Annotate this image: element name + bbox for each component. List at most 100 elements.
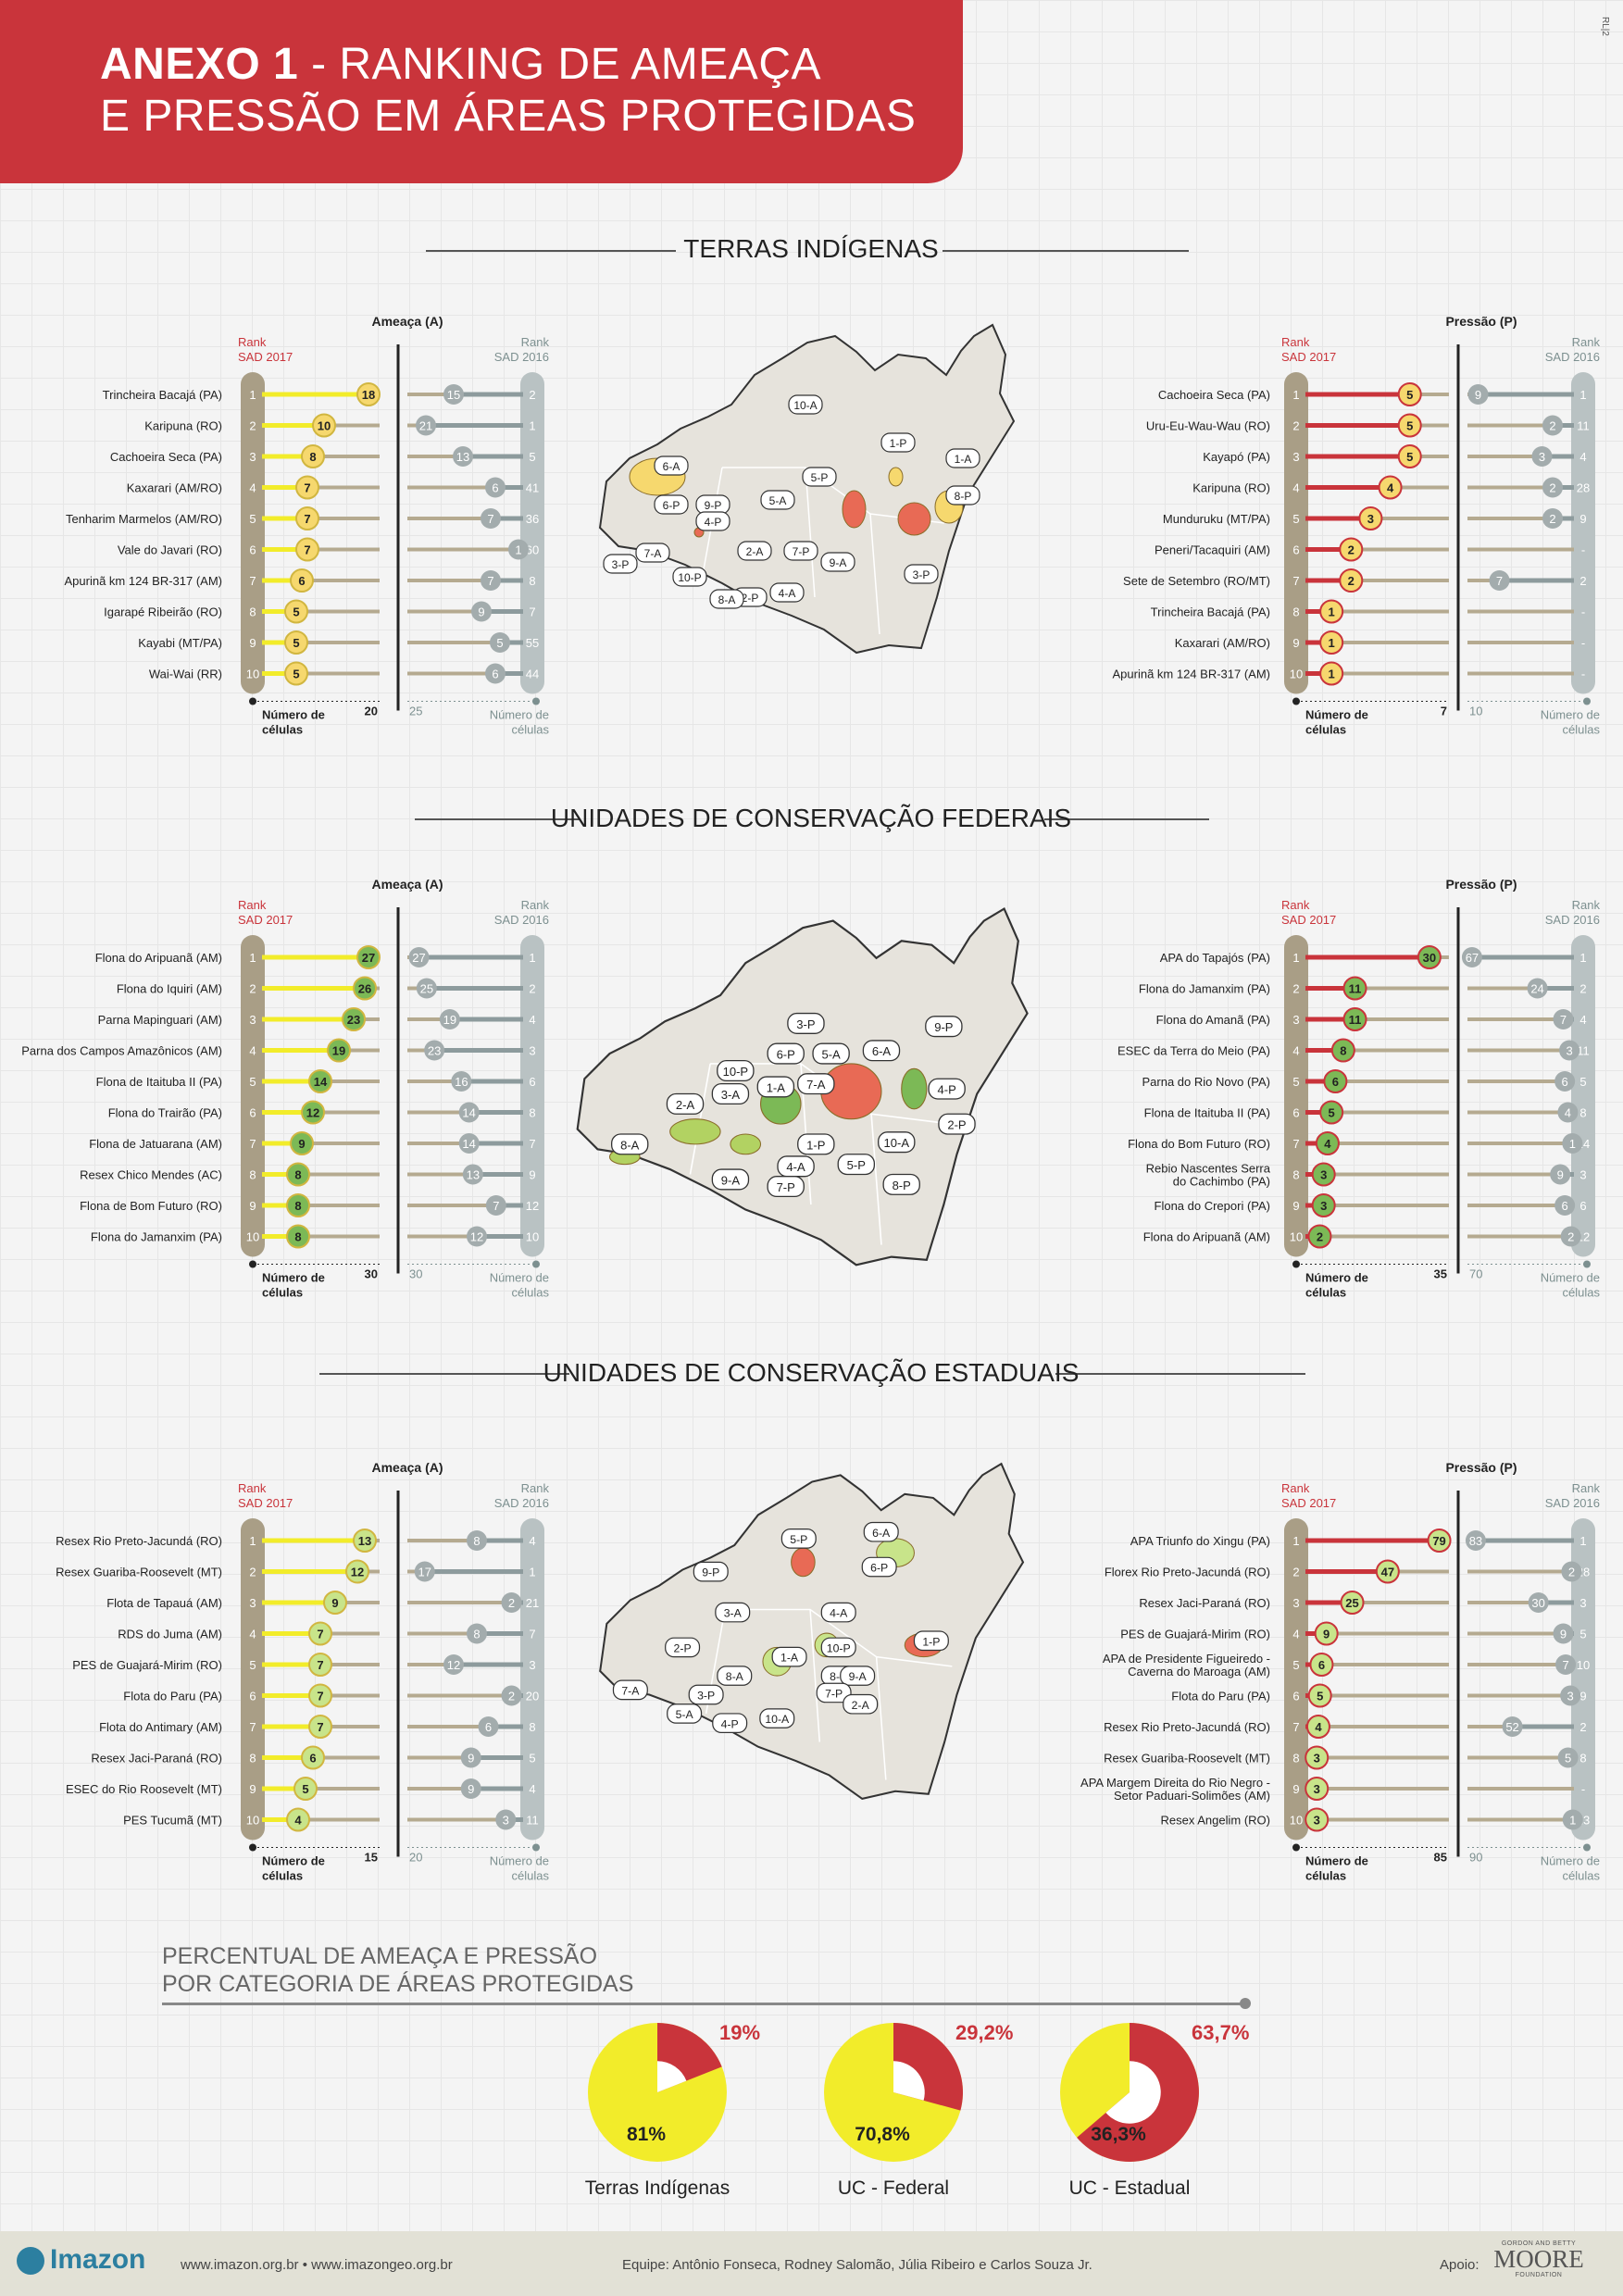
map-label-box bbox=[820, 1602, 856, 1623]
value-label-2017: 8 bbox=[294, 1230, 301, 1244]
value-dot-2017 bbox=[1323, 1069, 1348, 1093]
value-dot-2016 bbox=[467, 1623, 487, 1644]
value-dot-2016 bbox=[1557, 1102, 1579, 1123]
rank2016-number: 8 bbox=[529, 574, 535, 588]
map-label: 2-A bbox=[676, 1098, 695, 1112]
value-label-2017: 13 bbox=[358, 1534, 371, 1548]
map-label: 5-P bbox=[811, 471, 829, 484]
value-label-2017: 5 bbox=[293, 605, 299, 619]
map-label: 1-P bbox=[806, 1138, 825, 1152]
map-group: 10-A 1-P 3-P 1-A 6-A 5-P 8-P 6-P 9-P 5-A 4-P 9-A 7-A… bbox=[598, 323, 1016, 655]
area-name: Resex Jaci-Paraná (RO) bbox=[1139, 1596, 1270, 1610]
value-dot-2016 bbox=[1560, 1226, 1581, 1247]
rank2016-number: 6 bbox=[1579, 1199, 1586, 1213]
axis-label-2016: células bbox=[1563, 1286, 1601, 1300]
protected-area-shape bbox=[901, 1067, 928, 1110]
value-label-2016: 7 bbox=[1562, 1658, 1568, 1672]
value-label-2017: 4 bbox=[294, 1814, 302, 1828]
rank2016-number: 10 bbox=[526, 1230, 539, 1244]
protected-area-shape bbox=[888, 467, 904, 487]
map-label-box bbox=[771, 1646, 807, 1667]
axis-2017-dot bbox=[249, 1843, 256, 1852]
value-dot-2017 bbox=[1307, 1224, 1332, 1249]
value-dot-2016 bbox=[1553, 1623, 1574, 1644]
value-label-2016: 2 bbox=[508, 1690, 515, 1703]
map-label-box bbox=[843, 1693, 879, 1715]
value-dot-2017 bbox=[1340, 1591, 1365, 1615]
map-label: 4-P bbox=[705, 516, 722, 529]
area-name: PES de Guajará-Mirim (RO) bbox=[1120, 1628, 1270, 1641]
axis-max-2017: 85 bbox=[1434, 1851, 1447, 1865]
value-dot-2017 bbox=[295, 475, 319, 500]
rank2017-label-bottom: SAD 2017 bbox=[238, 1496, 293, 1510]
page-title-line1: ANEXO 1 - RANKING DE AMEAÇA bbox=[100, 40, 821, 89]
map-label-box bbox=[945, 485, 980, 505]
value-dot-2017 bbox=[293, 1777, 318, 1801]
map-label: 1-P bbox=[922, 1635, 940, 1648]
area-name: Flota de Tapauá (AM) bbox=[106, 1596, 222, 1610]
map-label-box bbox=[712, 1713, 748, 1733]
value-label-2017: 2 bbox=[1317, 1230, 1323, 1244]
map-label-box bbox=[688, 1684, 724, 1705]
rank2017-label-top: Rank bbox=[238, 1481, 267, 1495]
map-label-box bbox=[945, 448, 980, 468]
rank2017-number: 1 bbox=[1292, 951, 1299, 965]
rank2016-number: 4 bbox=[529, 1782, 535, 1796]
area-name: Kayabi (MT/PA) bbox=[138, 636, 222, 650]
value-dot-2017 bbox=[1378, 475, 1403, 500]
value-label-2017: 11 bbox=[1349, 982, 1362, 996]
value-dot-2017 bbox=[1330, 1038, 1355, 1063]
value-dot-2016 bbox=[443, 384, 464, 405]
axis-2017-dot bbox=[1292, 1260, 1300, 1268]
value-dot-2016 bbox=[1560, 1685, 1581, 1706]
rank2016-number: 7 bbox=[529, 1137, 535, 1151]
value-label-2016: 13 bbox=[467, 1168, 480, 1182]
value-label-2016: 4 bbox=[1565, 1106, 1571, 1120]
value-dot-2017 bbox=[327, 1038, 351, 1063]
axis-label-2017: Número de bbox=[262, 708, 325, 722]
footer: Imazon www.imazon.org.br • www.imazongeo… bbox=[0, 2231, 1623, 2296]
axis-label-2016: células bbox=[512, 1869, 550, 1883]
rank2017-column bbox=[1284, 1518, 1308, 1841]
rank2017-number: 5 bbox=[1292, 512, 1299, 526]
rank2016-number: 5 bbox=[1579, 1628, 1586, 1641]
axis-label-2016: Número de bbox=[490, 708, 549, 722]
value-label-2016: 17 bbox=[418, 1566, 431, 1579]
map-group: 5-P6-A9-P 6-P3-A 4-A2-P 10-P1-P1-A8-P8-A 9-A… bbox=[599, 1462, 1025, 1801]
value-label-2017: 7 bbox=[317, 1690, 323, 1703]
value-dot-2017 bbox=[356, 945, 381, 969]
rank2016-number: 5 bbox=[529, 1752, 535, 1766]
value-dot-2017 bbox=[308, 1715, 332, 1739]
area-name: Flona do Aripuanã (AM) bbox=[1143, 1230, 1270, 1244]
rank2016-number: - bbox=[1581, 543, 1585, 557]
area-name: Apurinã km 124 BR-317 (AM) bbox=[64, 574, 222, 588]
map-label: 9-P bbox=[934, 1020, 953, 1034]
area-name: Trincheira Bacajá (PA) bbox=[103, 388, 222, 402]
map-label-box bbox=[760, 490, 795, 510]
rank2016-number: 5 bbox=[1579, 1075, 1586, 1089]
value-label-2016: 2 bbox=[1549, 419, 1555, 433]
value-dot-2016 bbox=[460, 1778, 481, 1799]
value-label-2016: 67 bbox=[1466, 951, 1479, 965]
value-label-2016: 2 bbox=[1549, 481, 1555, 495]
map-label: 10-A bbox=[765, 1713, 790, 1726]
area-name: Flona de Itaituba II (PA) bbox=[96, 1075, 222, 1089]
value-dot-2016 bbox=[1467, 384, 1489, 405]
rank2017-number: 7 bbox=[1292, 1720, 1299, 1734]
rank2017-number: 9 bbox=[1292, 636, 1299, 650]
rank2017-number: 9 bbox=[1292, 1199, 1299, 1213]
map-label: 10-P bbox=[723, 1065, 749, 1079]
rank2017-number: 7 bbox=[249, 574, 256, 588]
axis-label-2016: células bbox=[512, 1286, 550, 1300]
rank2016-number: 1 bbox=[529, 951, 535, 965]
map-label: 10-P bbox=[827, 1642, 851, 1655]
value-label-2016: 7 bbox=[487, 512, 493, 526]
map-label-box bbox=[611, 1133, 649, 1155]
value-dot-2016 bbox=[481, 570, 501, 591]
rank2017-number: 2 bbox=[1292, 982, 1299, 996]
area-name: Parna do Rio Novo (PA) bbox=[1142, 1075, 1271, 1089]
area-name: Resex Chico Mendes (AC) bbox=[80, 1168, 222, 1182]
rank2017-number: 5 bbox=[1292, 1658, 1299, 1672]
pie-pressao-label: 19% bbox=[719, 2021, 760, 2044]
